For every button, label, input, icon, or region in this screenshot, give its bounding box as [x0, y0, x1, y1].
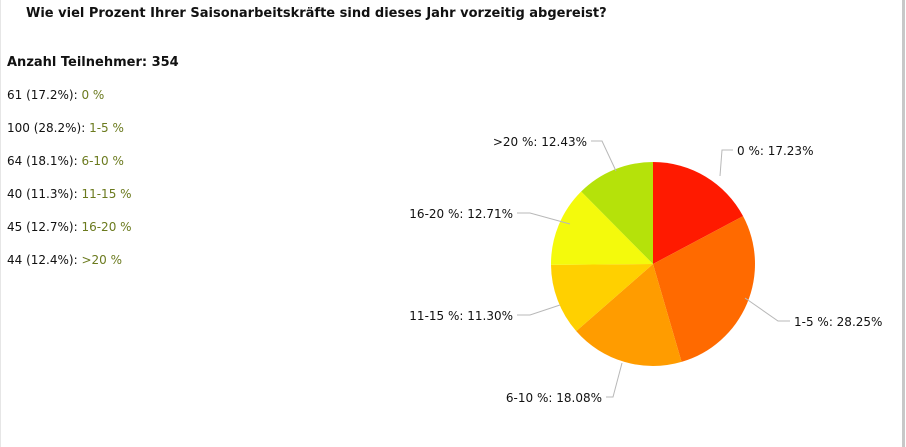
slice-label: >20 %: 12.43% — [493, 135, 587, 149]
slice-label-connector — [719, 149, 733, 177]
result-answer: 1-5 % — [89, 121, 124, 135]
pie-slice — [653, 216, 755, 362]
result-item: 44 (12.4%): >20 % — [7, 252, 132, 285]
result-item: 45 (12.7%): 16-20 % — [7, 219, 132, 252]
result-item: 61 (17.2%): 0 % — [7, 87, 132, 120]
pie-slice — [576, 264, 682, 366]
result-answer: >20 % — [81, 253, 122, 267]
result-item: 40 (11.3%): 11-15 % — [7, 186, 132, 219]
result-count: 61 (17.2%): — [7, 88, 78, 102]
results-list: 61 (17.2%): 0 % 100 (28.2%): 1-5 % 64 (1… — [7, 87, 132, 285]
slice-label-connector — [517, 304, 561, 316]
pie-slice — [550, 191, 653, 265]
slice-label-connector — [517, 212, 571, 225]
slice-label: 1-5 %: 28.25% — [794, 315, 882, 329]
pie-slice — [653, 162, 744, 264]
pie-slice — [551, 264, 653, 332]
result-answer: 0 % — [81, 88, 105, 102]
slice-label: 16-20 %: 12.71% — [409, 207, 513, 221]
result-answer: 16-20 % — [81, 220, 132, 234]
slice-label: 6-10 %: 18.08% — [506, 391, 602, 405]
result-count: 64 (18.1%): — [7, 154, 78, 168]
participant-count: Anzahl Teilnehmer: 354 — [7, 55, 179, 70]
result-answer: 11-15 % — [81, 187, 132, 201]
slice-label-connector — [591, 140, 617, 172]
pie-slice — [581, 162, 653, 264]
result-answer: 6-10 % — [81, 154, 124, 168]
result-item: 100 (28.2%): 1-5 % — [7, 120, 132, 153]
result-count: 100 (28.2%): — [7, 121, 86, 135]
survey-question: Wie viel Prozent Ihrer Saisonarbeitskräf… — [26, 6, 607, 21]
frame-left-edge — [0, 0, 1, 447]
slice-label: 0 %: 17.23% — [737, 144, 813, 158]
result-count: 40 (11.3%): — [7, 187, 78, 201]
slice-label: 11-15 %: 11.30% — [409, 309, 513, 323]
result-item: 64 (18.1%): 6-10 % — [7, 153, 132, 186]
slice-label-connector — [744, 297, 790, 322]
result-count: 45 (12.7%): — [7, 220, 78, 234]
slice-label-connector — [606, 362, 623, 398]
frame-right-border — [902, 0, 905, 447]
result-count: 44 (12.4%): — [7, 253, 78, 267]
